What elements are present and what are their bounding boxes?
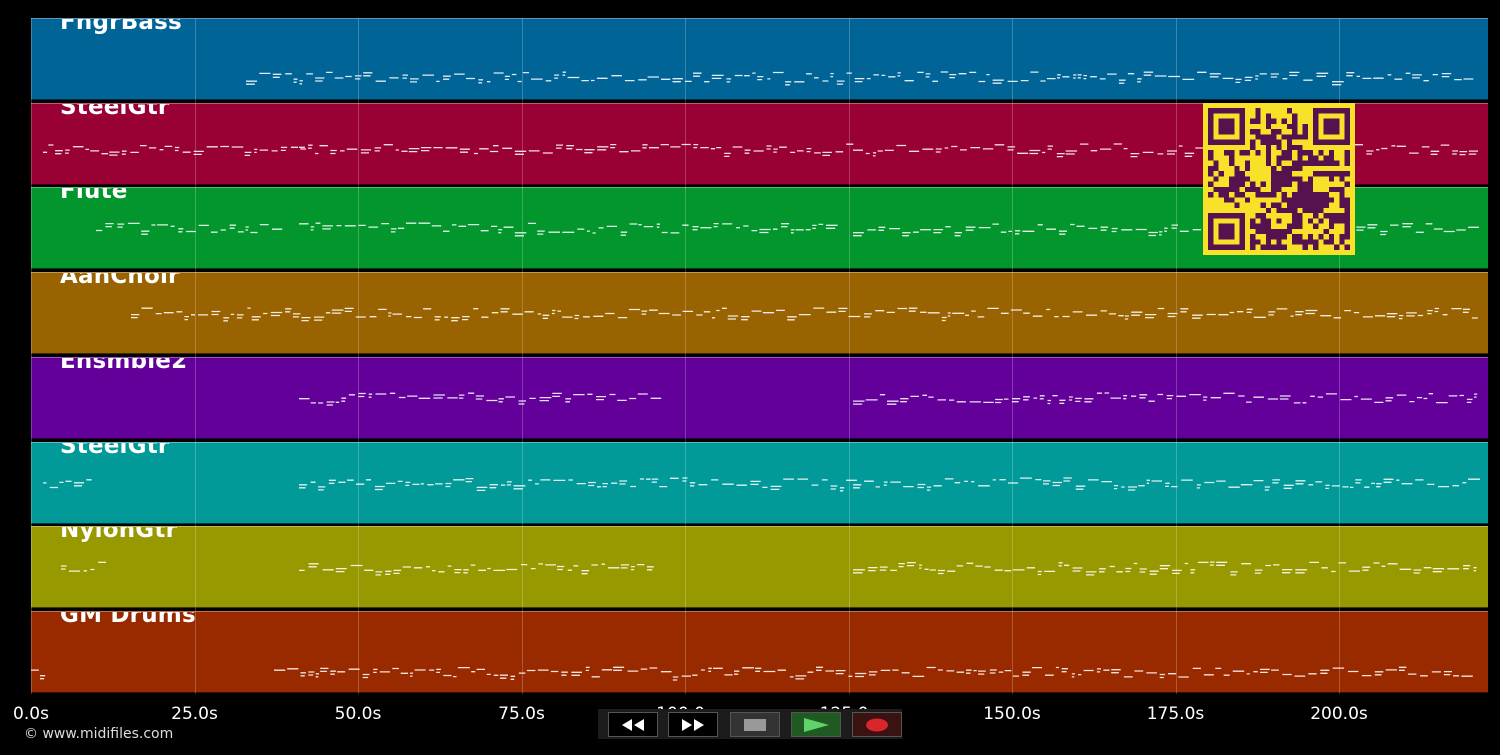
time-tick-label: 150.0s <box>983 704 1041 724</box>
qr-code <box>1203 103 1355 255</box>
play-icon <box>804 717 829 732</box>
gridline <box>1175 18 1177 694</box>
track-label: AahChoir <box>60 272 180 290</box>
stop-icon <box>744 718 766 731</box>
stop-button[interactable] <box>730 712 780 737</box>
gridline <box>1339 18 1340 694</box>
time-tick-label: 175.0s <box>1146 704 1205 724</box>
fast-forward-icon <box>682 718 704 731</box>
note-pattern <box>299 392 1478 406</box>
track-6-steelgtr[interactable]: SteelGtr <box>31 441 1488 524</box>
note-pattern <box>131 307 1478 322</box>
gridline <box>358 18 359 694</box>
track-label: Ensmble2 <box>60 356 188 374</box>
time-tick-label: 0.0s <box>13 704 49 724</box>
track-5-ensmble2[interactable]: Ensmble2 <box>31 356 1488 439</box>
time-tick-label: 50.0s <box>334 704 382 724</box>
track-label: Flute <box>60 187 128 205</box>
track-label: SteelGtr <box>60 102 170 120</box>
track-8-gm-drums[interactable]: GM Drums <box>31 610 1488 693</box>
note-pattern <box>43 476 1480 491</box>
fast-forward-button[interactable] <box>668 712 718 737</box>
gridline <box>194 18 196 694</box>
track-1-fngrbass[interactable]: FngrBass <box>31 18 1488 100</box>
gridline <box>31 18 32 694</box>
note-pattern <box>246 71 1474 86</box>
time-tick-label: 200.0s <box>1310 704 1368 724</box>
transport-controls <box>598 709 902 739</box>
note-pattern <box>31 666 1473 681</box>
record-button[interactable] <box>852 712 902 737</box>
time-tick-label: 25.0s <box>171 704 218 724</box>
rewind-button[interactable] <box>608 712 658 737</box>
play-button[interactable] <box>791 712 841 737</box>
track-label: NylonGtr <box>60 526 178 544</box>
track-label: SteelGtr <box>60 441 170 459</box>
gridline <box>1012 18 1013 694</box>
record-icon <box>866 718 888 731</box>
track-7-nylongtr[interactable]: NylonGtr <box>31 526 1488 609</box>
note-pattern <box>61 561 1477 576</box>
gridline <box>521 18 523 694</box>
track-label: GM Drums <box>60 610 196 628</box>
track-4-aahchoir[interactable]: AahChoir <box>31 272 1488 355</box>
rewind-icon <box>622 718 644 731</box>
gridline <box>685 18 686 694</box>
copyright-text: © www.midifiles.com <box>24 726 174 742</box>
time-tick-label: 75.0s <box>498 704 545 724</box>
gridline <box>848 18 850 694</box>
track-label: FngrBass <box>60 18 182 35</box>
